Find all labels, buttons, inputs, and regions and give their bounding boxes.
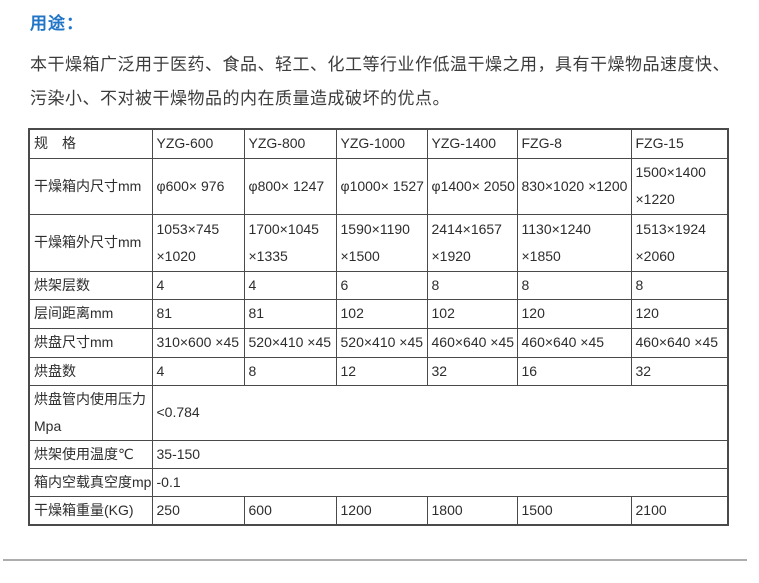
row-label: 干燥箱外尺寸mm <box>28 213 153 272</box>
spec-value: 8 <box>243 356 337 386</box>
spec-value: 32 <box>426 356 518 386</box>
spec-value: 102 <box>335 298 428 329</box>
spec-value: 1590×1190 ×1500 <box>335 213 428 272</box>
spec-value: 4 <box>243 270 337 300</box>
spec-value: 250 <box>151 495 245 526</box>
column-header-model: YZG-600 <box>151 128 245 159</box>
spec-value: 6 <box>335 270 428 300</box>
spec-value: 1053×745 ×1020 <box>151 213 245 272</box>
column-header-model: YZG-1400 <box>426 128 518 159</box>
table-row-weight: 干燥箱重量(KG) 250 600 1200 1800 1500 2100 <box>28 495 729 526</box>
row-label: 干燥箱重量(KG) <box>28 495 153 526</box>
spec-value: φ800× 1247 <box>243 157 337 215</box>
spec-value-merged: <0.784 <box>151 384 729 441</box>
spec-value: 520×410 ×45 <box>243 327 337 358</box>
spec-value: 120 <box>516 298 632 329</box>
spec-value-merged: 35-150 <box>151 439 729 469</box>
table-row-outer-size: 干燥箱外尺寸mm 1053×745 ×1020 1700×1045 ×1335 … <box>28 213 729 272</box>
spec-value: 2100 <box>630 495 729 526</box>
spec-value: 4 <box>151 356 245 386</box>
column-header-model: YZG-1000 <box>335 128 428 159</box>
spec-value: 2414×1657 ×1920 <box>426 213 518 272</box>
column-header-model: FZG-15 <box>630 128 729 159</box>
spec-value: 4 <box>151 270 245 300</box>
row-label: 烘盘尺寸mm <box>28 327 153 358</box>
row-label: 烘架使用温度℃ <box>28 439 153 469</box>
spec-value: 120 <box>630 298 729 329</box>
row-label: 烘架层数 <box>28 270 153 300</box>
spec-value: 32 <box>630 356 729 386</box>
table-header-row: 规 格 YZG-600 YZG-800 YZG-1000 YZG-1400 FZ… <box>28 128 729 159</box>
spec-value-merged: -0.1 <box>151 467 729 497</box>
row-label: 箱内空载真空度mpa <box>28 467 153 497</box>
table-row-tray-size: 烘盘尺寸mm 310×600 ×45 520×410 ×45 520×410 ×… <box>28 327 729 358</box>
table-row-shelf-layers: 烘架层数 4 4 6 8 8 8 <box>28 270 729 300</box>
spec-value: 1700×1045 ×1335 <box>243 213 337 272</box>
spec-value: 1130×1240 ×1850 <box>516 213 632 272</box>
table-row-tray-count: 烘盘数 4 8 12 32 16 32 <box>28 356 729 386</box>
spec-value: 16 <box>516 356 632 386</box>
table-row-pipe-pressure: 烘盘管内使用压力 Mpa <0.784 <box>28 384 729 441</box>
spec-value: 1513×1924 ×2060 <box>630 213 729 272</box>
spec-value: 1500 <box>516 495 632 526</box>
spec-value: φ1000× 1527 <box>335 157 428 215</box>
row-label: 层间距离mm <box>28 298 153 329</box>
spec-value: 1800 <box>426 495 518 526</box>
spec-value: φ600× 976 <box>151 157 245 215</box>
spec-value: 310×600 ×45 <box>151 327 245 358</box>
spec-value: 8 <box>426 270 518 300</box>
spec-value: 102 <box>426 298 518 329</box>
spec-value: 460×640 ×45 <box>630 327 729 358</box>
table-row-layer-spacing: 层间距离mm 81 81 102 102 120 120 <box>28 298 729 329</box>
page-title: 用途： <box>30 14 84 33</box>
spec-value: 520×410 ×45 <box>335 327 428 358</box>
spec-table: 规 格 YZG-600 YZG-800 YZG-1000 YZG-1400 FZ… <box>28 128 729 526</box>
page-content: 用途： 本干燥箱广泛用于医药、食品、轻工、化工等行业作低温干燥之用，具有干燥物品… <box>28 14 730 526</box>
column-header-model: YZG-800 <box>243 128 337 159</box>
bottom-divider <box>3 559 747 561</box>
spec-value: 8 <box>516 270 632 300</box>
column-header-spec: 规 格 <box>28 128 153 159</box>
product-description: 本干燥箱广泛用于医药、食品、轻工、化工等行业作低温干燥之用，具有干燥物品速度快、… <box>30 55 730 108</box>
spec-value: 830×1020 ×1200 <box>516 157 632 215</box>
table-row-shelf-temperature: 烘架使用温度℃ 35-150 <box>28 439 729 469</box>
row-label: 烘盘数 <box>28 356 153 386</box>
row-label: 干燥箱内尺寸mm <box>28 157 153 215</box>
column-header-model: FZG-8 <box>516 128 632 159</box>
spec-value: 81 <box>151 298 245 329</box>
spec-value: 600 <box>243 495 337 526</box>
spec-value: 1500×1400 ×1220 <box>630 157 729 215</box>
row-label: 烘盘管内使用压力 Mpa <box>28 384 153 441</box>
table-row-inner-size: 干燥箱内尺寸mm φ600× 976 φ800× 1247 φ1000× 152… <box>28 157 729 215</box>
spec-value: 8 <box>630 270 729 300</box>
spec-value: 81 <box>243 298 337 329</box>
spec-value: 460×640 ×45 <box>426 327 518 358</box>
spec-value: 460×640 ×45 <box>516 327 632 358</box>
spec-value: φ1400× 2050 <box>426 157 518 215</box>
spec-value: 12 <box>335 356 428 386</box>
spec-value: 1200 <box>335 495 428 526</box>
table-row-vacuum-degree: 箱内空载真空度mpa -0.1 <box>28 467 729 497</box>
